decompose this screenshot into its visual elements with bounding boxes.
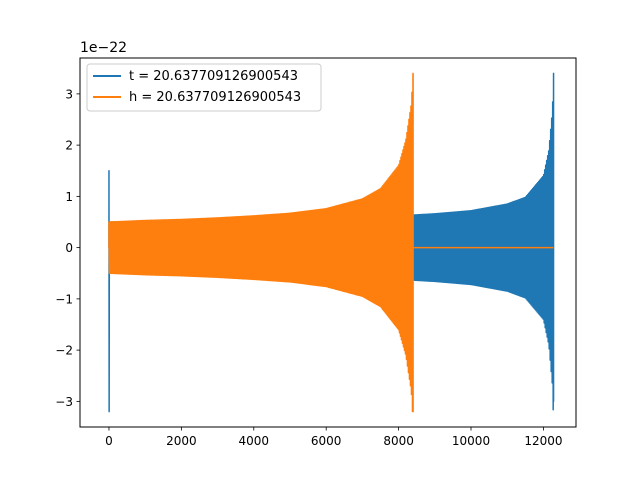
y-tick-label: 2 <box>65 139 73 153</box>
x-tick-label: 10000 <box>452 434 490 448</box>
y-tick-label: −2 <box>55 344 73 358</box>
x-tick-label: 6000 <box>311 434 342 448</box>
y-tick-label: −1 <box>55 292 73 306</box>
x-tick-label: 4000 <box>239 434 270 448</box>
axes-frame <box>79 57 577 428</box>
y-axis-ticks: −3 −2 −1 0 1 2 3 <box>55 87 80 409</box>
series-line <box>108 72 554 413</box>
y-tick-label: 0 <box>65 241 73 255</box>
y-tick-label: 1 <box>65 190 73 204</box>
x-axis-ticks: 0 2000 4000 6000 8000 10000 12000 <box>105 427 563 448</box>
y-tick-label: 3 <box>65 87 73 101</box>
x-tick-label: 0 <box>105 434 113 448</box>
legend: t = 20.637709126900543 h = 20.6377091269… <box>86 63 322 112</box>
x-tick-label: 8000 <box>383 434 414 448</box>
legend-label-series-2: h = 20.637709126900543 <box>129 90 301 105</box>
plot-series <box>108 72 555 413</box>
y-axis-offset-label: 1e−22 <box>80 40 127 56</box>
legend-box <box>86 63 322 112</box>
y-tick-label: −3 <box>55 395 73 409</box>
x-tick-label: 12000 <box>524 434 562 448</box>
legend-label-series-1: t = 20.637709126900543 <box>129 69 298 84</box>
x-tick-label: 2000 <box>166 434 197 448</box>
